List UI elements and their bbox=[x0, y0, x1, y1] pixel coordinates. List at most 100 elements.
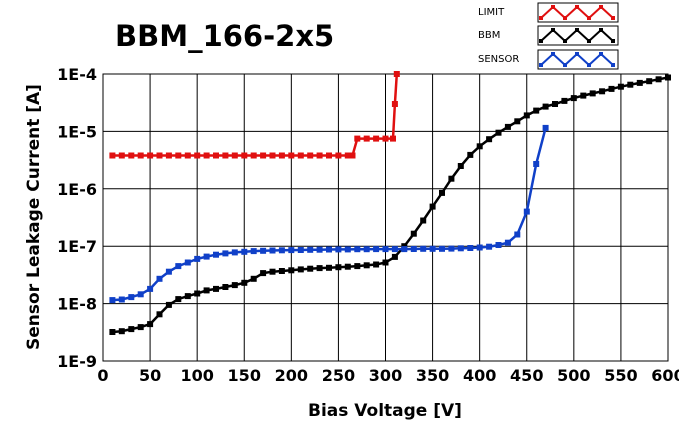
data-point-sensor bbox=[269, 247, 276, 254]
y-tick-label: 1E-5 bbox=[57, 122, 97, 141]
y-tick-label: 1E-4 bbox=[57, 65, 97, 84]
data-point-bbm bbox=[486, 136, 493, 143]
legend-swatch-box-sensor bbox=[537, 49, 619, 70]
data-point-bbm bbox=[288, 267, 295, 274]
data-point-bbm bbox=[297, 266, 304, 273]
x-tick-label: 600 bbox=[651, 366, 679, 385]
series-line-limit bbox=[112, 73, 399, 157]
data-point-sensor bbox=[486, 243, 493, 250]
legend-markers-limit bbox=[539, 5, 615, 20]
x-tick-label: 150 bbox=[228, 366, 261, 385]
data-point-bbm bbox=[410, 230, 417, 237]
data-point-bbm bbox=[476, 143, 483, 150]
data-point-sensor bbox=[476, 244, 483, 251]
data-point-bbm bbox=[222, 284, 229, 290]
data-point-bbm bbox=[175, 296, 182, 303]
data-point-sensor bbox=[109, 297, 116, 304]
data-point-bbm bbox=[213, 285, 219, 292]
data-point-limit bbox=[393, 71, 400, 77]
data-point-limit bbox=[250, 152, 257, 159]
data-point-limit bbox=[354, 135, 361, 142]
data-point-bbm bbox=[335, 264, 342, 271]
x-axis-label: Bias Voltage [V] bbox=[308, 401, 462, 421]
data-point-bbm bbox=[109, 329, 116, 335]
data-point-bbm bbox=[203, 287, 210, 294]
data-point-bbm bbox=[617, 83, 624, 90]
data-point-limit bbox=[391, 101, 398, 107]
data-point-bbm bbox=[354, 263, 361, 270]
data-point-sensor bbox=[448, 245, 455, 252]
data-point-limit bbox=[194, 152, 201, 159]
data-point-bbm bbox=[523, 112, 530, 119]
x-tick-label: 450 bbox=[510, 366, 543, 385]
data-point-limit bbox=[260, 152, 267, 159]
series-bbm bbox=[109, 74, 671, 335]
data-point-sensor bbox=[194, 255, 201, 262]
data-point-bbm bbox=[128, 326, 135, 333]
data-point-sensor bbox=[467, 245, 474, 251]
data-point-sensor bbox=[354, 246, 361, 253]
data-point-bbm bbox=[514, 118, 521, 125]
data-point-sensor bbox=[504, 239, 511, 246]
data-point-limit bbox=[269, 152, 276, 159]
data-point-sensor bbox=[439, 245, 445, 252]
data-point-bbm bbox=[260, 270, 267, 277]
series-layer bbox=[109, 71, 671, 335]
data-point-limit bbox=[349, 152, 356, 159]
data-point-sensor bbox=[335, 246, 342, 253]
data-point-sensor bbox=[175, 263, 182, 270]
data-point-limit bbox=[175, 152, 182, 159]
data-point-limit bbox=[288, 152, 295, 159]
data-point-limit bbox=[109, 152, 116, 159]
data-point-bbm bbox=[429, 203, 436, 210]
legend-markers-sensor bbox=[539, 52, 615, 67]
x-tick-label: 250 bbox=[322, 366, 355, 385]
legend-label-bbm: BBM bbox=[478, 30, 500, 41]
data-point-sensor bbox=[231, 249, 238, 256]
data-point-limit bbox=[165, 152, 172, 159]
legend-label-sensor: SENSOR bbox=[478, 54, 519, 65]
x-tick-label: 350 bbox=[416, 366, 449, 385]
data-point-limit bbox=[390, 135, 396, 142]
data-point-bbm bbox=[542, 103, 549, 110]
data-point-sensor bbox=[137, 291, 144, 298]
data-point-bbm bbox=[231, 282, 238, 289]
data-point-sensor bbox=[533, 161, 540, 167]
data-point-limit bbox=[382, 135, 389, 142]
data-point-sensor bbox=[429, 245, 436, 252]
data-point-bbm bbox=[165, 301, 172, 308]
data-point-limit bbox=[147, 152, 154, 159]
y-tick-label: 1E-9 bbox=[57, 352, 97, 371]
y-tick-label: 1E-7 bbox=[57, 237, 97, 256]
data-point-sensor bbox=[307, 246, 314, 253]
x-tick-label: 50 bbox=[139, 366, 161, 385]
data-point-limit bbox=[128, 152, 135, 159]
y-tick-label: 1E-8 bbox=[57, 295, 97, 314]
data-point-sensor bbox=[523, 208, 530, 215]
data-point-sensor bbox=[326, 246, 332, 253]
data-point-sensor bbox=[514, 231, 521, 238]
data-point-sensor bbox=[382, 246, 389, 253]
data-point-sensor bbox=[260, 247, 267, 254]
data-point-limit bbox=[118, 152, 125, 159]
data-point-bbm bbox=[373, 261, 380, 268]
data-point-bbm bbox=[363, 262, 370, 269]
data-point-sensor bbox=[222, 250, 229, 257]
series-limit bbox=[109, 71, 400, 159]
data-point-bbm bbox=[316, 265, 323, 272]
data-point-limit bbox=[373, 135, 380, 142]
data-point-bbm bbox=[570, 95, 577, 102]
data-point-sensor bbox=[184, 259, 191, 266]
data-point-sensor bbox=[165, 268, 172, 275]
data-point-bbm bbox=[194, 290, 201, 297]
data-point-sensor bbox=[147, 285, 154, 292]
data-point-bbm bbox=[533, 107, 540, 114]
data-point-sensor bbox=[128, 294, 135, 301]
data-point-limit bbox=[137, 152, 144, 159]
data-point-limit bbox=[203, 152, 210, 159]
x-tick-label: 200 bbox=[275, 366, 308, 385]
data-point-bbm bbox=[655, 76, 662, 83]
data-point-limit bbox=[363, 135, 370, 142]
data-point-sensor bbox=[344, 246, 351, 253]
legend: LIMIT BBM SENSOR bbox=[478, 2, 619, 70]
